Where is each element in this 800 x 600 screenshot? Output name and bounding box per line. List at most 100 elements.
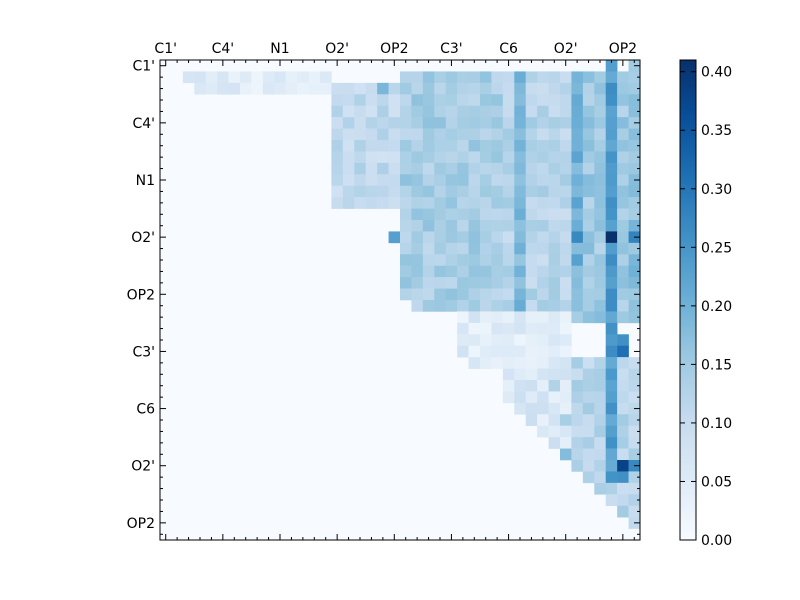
heatmap-cell bbox=[502, 277, 515, 289]
heatmap-cell bbox=[594, 391, 607, 404]
heatmap-cell bbox=[445, 174, 458, 187]
heatmap-cell bbox=[617, 425, 629, 438]
heatmap-cell bbox=[354, 117, 367, 129]
heatmap-cell bbox=[548, 391, 561, 404]
heatmap-cell bbox=[331, 117, 344, 129]
heatmap-cell bbox=[560, 368, 572, 381]
heatmap-cell bbox=[457, 242, 469, 255]
colorbar-tick-label: 0.25 bbox=[701, 240, 732, 256]
heatmap-cell bbox=[251, 82, 264, 95]
heatmap-cell bbox=[468, 185, 481, 198]
heatmap-cell bbox=[468, 345, 481, 358]
heatmap-cell bbox=[491, 128, 504, 141]
heatmap-cell bbox=[594, 254, 607, 267]
heatmap-cell bbox=[502, 300, 515, 312]
heatmap-cell bbox=[617, 311, 629, 324]
heatmap-cell bbox=[594, 185, 607, 198]
heatmap-cell bbox=[411, 197, 424, 209]
heatmap-cell bbox=[525, 288, 538, 301]
heatmap-cell bbox=[285, 82, 298, 95]
heatmap-cell bbox=[560, 128, 572, 141]
heatmap-cell bbox=[468, 117, 481, 129]
heatmap-cell bbox=[400, 288, 412, 301]
heatmap-cell bbox=[571, 402, 584, 415]
heatmap-cell bbox=[617, 94, 629, 107]
heatmap-cell bbox=[480, 242, 492, 255]
heatmap-cell bbox=[628, 128, 641, 141]
heatmap-cell bbox=[445, 254, 458, 267]
heatmap-cell bbox=[582, 414, 595, 427]
heatmap-cell bbox=[491, 94, 504, 107]
heatmap-cell bbox=[605, 288, 618, 301]
heatmap-cell bbox=[617, 471, 629, 484]
heatmap-cell bbox=[491, 197, 504, 209]
heatmap-cell bbox=[491, 117, 504, 129]
heatmap-cell bbox=[594, 220, 607, 232]
heatmap-cell bbox=[480, 345, 492, 358]
heatmap-cell bbox=[525, 402, 538, 415]
heatmap-cell bbox=[514, 300, 527, 312]
heatmap-cell bbox=[582, 425, 595, 438]
heatmap-cell bbox=[605, 380, 618, 392]
heatmap-cell bbox=[571, 220, 584, 232]
heatmap-cell bbox=[560, 311, 572, 324]
heatmap-cell bbox=[502, 82, 515, 95]
heatmap-cell bbox=[480, 174, 492, 187]
heatmap-cell bbox=[468, 231, 481, 244]
heatmap-cell bbox=[582, 105, 595, 118]
heatmap-cell bbox=[548, 242, 561, 255]
heatmap-cell bbox=[502, 311, 515, 324]
heatmap-cell bbox=[605, 448, 618, 461]
heatmap-cell bbox=[365, 151, 378, 164]
heatmap-cell bbox=[457, 71, 469, 84]
heatmap-cell bbox=[628, 414, 641, 427]
heatmap-cell bbox=[548, 414, 561, 427]
heatmap-cell bbox=[480, 265, 492, 278]
heatmap-cell bbox=[502, 334, 515, 347]
heatmap-cell bbox=[457, 254, 469, 267]
heatmap-cell bbox=[617, 197, 629, 209]
colorbar-tick-label: 0.05 bbox=[701, 475, 732, 491]
heatmap-cell bbox=[571, 357, 584, 369]
heatmap-cell bbox=[445, 265, 458, 278]
heatmap-cell bbox=[537, 82, 549, 95]
heatmap-cell bbox=[434, 220, 447, 232]
heatmap-cell bbox=[605, 140, 618, 152]
heatmap-cell bbox=[365, 105, 378, 118]
heatmap-cell bbox=[422, 117, 435, 129]
colorbar-tick-label: 0.00 bbox=[701, 533, 732, 549]
heatmap-cell bbox=[594, 448, 607, 461]
heatmap-cell bbox=[365, 82, 378, 95]
heatmap-cell bbox=[434, 265, 447, 278]
heatmap-cell bbox=[468, 151, 481, 164]
heatmap-cell bbox=[502, 391, 515, 404]
heatmap-cell bbox=[491, 185, 504, 198]
heatmap-cell bbox=[388, 174, 401, 187]
heatmap-cell bbox=[594, 117, 607, 129]
heatmap-cell bbox=[605, 345, 618, 358]
heatmap-cell bbox=[537, 391, 549, 404]
heatmap-cell bbox=[548, 174, 561, 187]
heatmap-cell bbox=[514, 174, 527, 187]
heatmap-cell bbox=[525, 94, 538, 107]
heatmap-cell bbox=[594, 71, 607, 84]
heatmap-cell bbox=[525, 391, 538, 404]
heatmap-cell bbox=[457, 277, 469, 289]
heatmap-cell bbox=[480, 185, 492, 198]
heatmap-cell bbox=[502, 128, 515, 141]
heatmap-cell bbox=[502, 231, 515, 244]
heatmap-cell bbox=[457, 197, 469, 209]
heatmap-cell bbox=[537, 94, 549, 107]
heatmap-cell bbox=[514, 162, 527, 175]
heatmap-cell bbox=[514, 391, 527, 404]
heatmap-cell bbox=[560, 151, 572, 164]
heatmap-cell bbox=[468, 357, 481, 369]
heatmap-cell bbox=[491, 82, 504, 95]
heatmap-cell bbox=[514, 380, 527, 392]
heatmap-cell bbox=[365, 174, 378, 187]
heatmap-cell bbox=[514, 94, 527, 107]
heatmap-cell bbox=[457, 208, 469, 221]
heatmap-cell bbox=[457, 117, 469, 129]
heatmap-cell bbox=[525, 300, 538, 312]
heatmap-cell bbox=[571, 117, 584, 129]
